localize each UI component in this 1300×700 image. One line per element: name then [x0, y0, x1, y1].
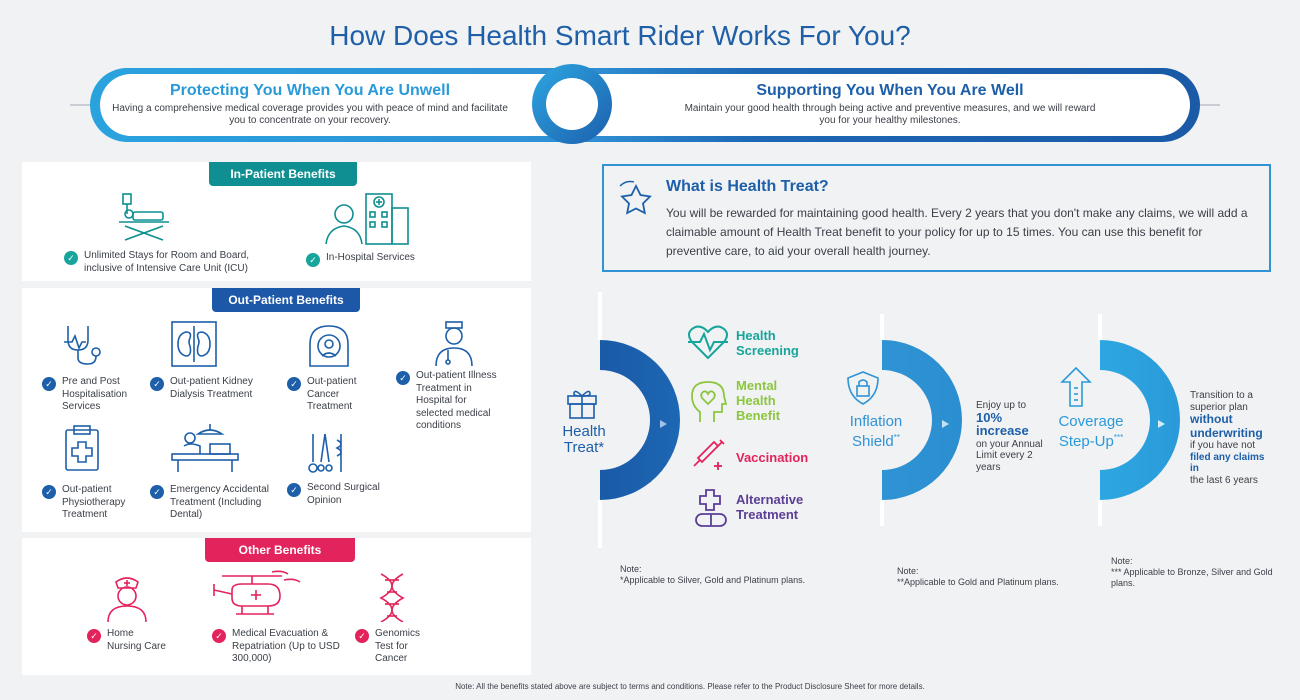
- check-icon: ✓: [287, 483, 301, 497]
- banner-right: Supporting You When You Are Well Maintai…: [680, 82, 1100, 127]
- footnote: Note: All the benefits stated above are …: [455, 682, 925, 691]
- coverage-step-up-label: Coverage Step-Up***: [1058, 413, 1124, 450]
- health-treat-heading: What is Health Treat?: [666, 178, 829, 195]
- banner-hub: [532, 64, 612, 144]
- surgery-table-icon: [171, 424, 239, 472]
- coverage-step-up-arc: [1098, 314, 1180, 526]
- inpatient-panel: In-Patient Benefits ✓ Unlimited Stays fo…: [22, 162, 531, 281]
- features-arcs: [598, 292, 1180, 548]
- health-treat-text: You will be rewarded for maintaining goo…: [666, 206, 1248, 258]
- check-icon: ✓: [355, 629, 369, 643]
- helicopter-icon: [213, 570, 301, 615]
- list-item: ✓ Pre and Post Hospitalisation Services: [42, 376, 152, 414]
- mri-scanner-icon: [309, 325, 349, 367]
- hospital-bed-icon: [119, 193, 169, 241]
- inflation-shield-arc: [880, 314, 962, 526]
- note-inflation-shield: Note: **Applicable to Gold and Platinum p…: [897, 566, 1059, 587]
- head-heart-icon: [691, 381, 728, 422]
- list-item: ✓ Home Nursing Care: [87, 628, 167, 653]
- list-item: ✓ Second Surgical Opinion: [287, 482, 397, 507]
- check-icon: ✓: [42, 377, 56, 391]
- list-item: ✓ Genomics Test for Cancer: [355, 628, 435, 666]
- check-icon: ✓: [64, 251, 78, 265]
- banner-right-heading: Supporting You When You Are Well: [756, 82, 1024, 99]
- list-item: ✓ Unlimited Stays for Room and Board, in…: [64, 250, 264, 275]
- check-icon: ✓: [306, 253, 320, 267]
- list-item: ✓ Out-patient Kidney Dialysis Treatment: [150, 376, 280, 401]
- banner-right-text: Maintain your good health through being …: [684, 103, 1096, 126]
- health-treat-arc: [598, 292, 680, 548]
- check-icon: ✓: [87, 629, 101, 643]
- health-treat-box: What is Health Treat? You will be reward…: [602, 164, 1271, 272]
- banner-line-left: [70, 104, 100, 106]
- step-up-icon: [1060, 366, 1092, 407]
- check-icon: ✓: [212, 629, 226, 643]
- page-title: How Does Health Smart Rider Works For Yo…: [329, 20, 911, 51]
- dna-icon: [379, 573, 405, 622]
- check-icon: ✓: [150, 377, 164, 391]
- check-icon: ✓: [42, 485, 56, 499]
- stethoscope-icon: [64, 326, 101, 365]
- inpatient-heading: In-Patient Benefits: [209, 162, 357, 186]
- banner-left-heading: Protecting You When You Are Unwell: [169, 82, 451, 99]
- inflation-shield-text: Enjoy up to 10% increase on your Annual …: [976, 400, 1043, 473]
- shield-icon: [847, 371, 879, 405]
- check-icon: ✓: [150, 485, 164, 499]
- list-item: ✓ In-Hospital Services: [306, 252, 466, 267]
- check-icon: ✓: [287, 377, 301, 391]
- list-item: ✓ Emergency Accidental Treatment (Includ…: [150, 484, 280, 522]
- banner-left-text: Having a comprehensive medical coverage …: [112, 103, 508, 126]
- top-banner: Protecting You When You Are Unwell Havin…: [70, 64, 1220, 146]
- outpatient-panel: Out-Patient Benefits ✓ Pre and Post Hosp…: [22, 288, 531, 532]
- benefit-mental-health: Mental Health Benefit: [736, 378, 781, 423]
- note-health-treat: Note: *Applicable to Silver, Gold and Pla…: [620, 564, 806, 585]
- list-item: ✓ Out-patient Physiotherapy Treatment: [42, 484, 142, 522]
- other-heading: Other Benefits: [205, 538, 355, 562]
- pill-cross-icon: [695, 489, 727, 527]
- list-item: ✓ Out-patient Cancer Treatment: [287, 376, 377, 414]
- banner-line-right: [1190, 104, 1220, 106]
- banner-inner: [100, 74, 1190, 136]
- benefit-vaccination: Vaccination: [736, 450, 809, 465]
- nurse-icon: [107, 577, 147, 622]
- benefit-alternative-treatment: Alternative Treatment: [736, 492, 804, 522]
- check-icon: ✓: [396, 371, 410, 385]
- surgical-tools-icon: [308, 433, 342, 473]
- clipboard-cross-icon: [65, 425, 99, 471]
- inflation-shield-label: Inflation Shield**: [849, 413, 903, 450]
- outpatient-heading: Out-Patient Benefits: [212, 288, 360, 312]
- doctor-hospital-icon: [325, 193, 409, 245]
- star-icon: [619, 180, 652, 215]
- coverage-step-up-text: Transition to a superior plan without un…: [1190, 390, 1265, 486]
- syringe-icon: [693, 439, 725, 470]
- banner-left: Protecting You When You Are Unwell Havin…: [110, 82, 510, 127]
- doctor-icon: [435, 321, 473, 366]
- benefit-health-screening: Health Screening: [736, 328, 799, 358]
- other-panel: Other Benefits ✓ Home Nursing Care ✓ Med…: [22, 538, 531, 675]
- heart-pulse-icon: [688, 325, 728, 360]
- health-treat-label: Health Treat*: [562, 423, 606, 456]
- list-item: ✓ Out-patient Illness Treatment in Hospi…: [396, 370, 506, 433]
- gift-icon: [567, 390, 597, 419]
- note-coverage-step-up: Note: *** Applicable to Bronze, Silver an…: [1111, 556, 1273, 588]
- list-item: ✓ Medical Evacuation & Repatriation (Up …: [212, 628, 342, 666]
- kidney-icon: [171, 321, 217, 367]
